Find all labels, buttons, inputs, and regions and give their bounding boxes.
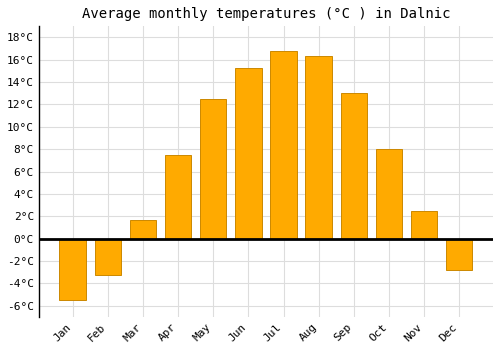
Bar [340, 93, 367, 239]
Bar [94, 239, 121, 275]
Title: Average monthly temperatures (°C ) in Dalnic: Average monthly temperatures (°C ) in Da… [82, 7, 450, 21]
Bar [130, 219, 156, 239]
Bar [165, 155, 191, 239]
Bar [306, 56, 332, 239]
Bar [376, 149, 402, 239]
Bar [200, 99, 226, 239]
Bar [446, 239, 472, 270]
Bar [60, 239, 86, 300]
Bar [411, 211, 438, 239]
Bar [235, 68, 262, 239]
Bar [270, 51, 296, 239]
